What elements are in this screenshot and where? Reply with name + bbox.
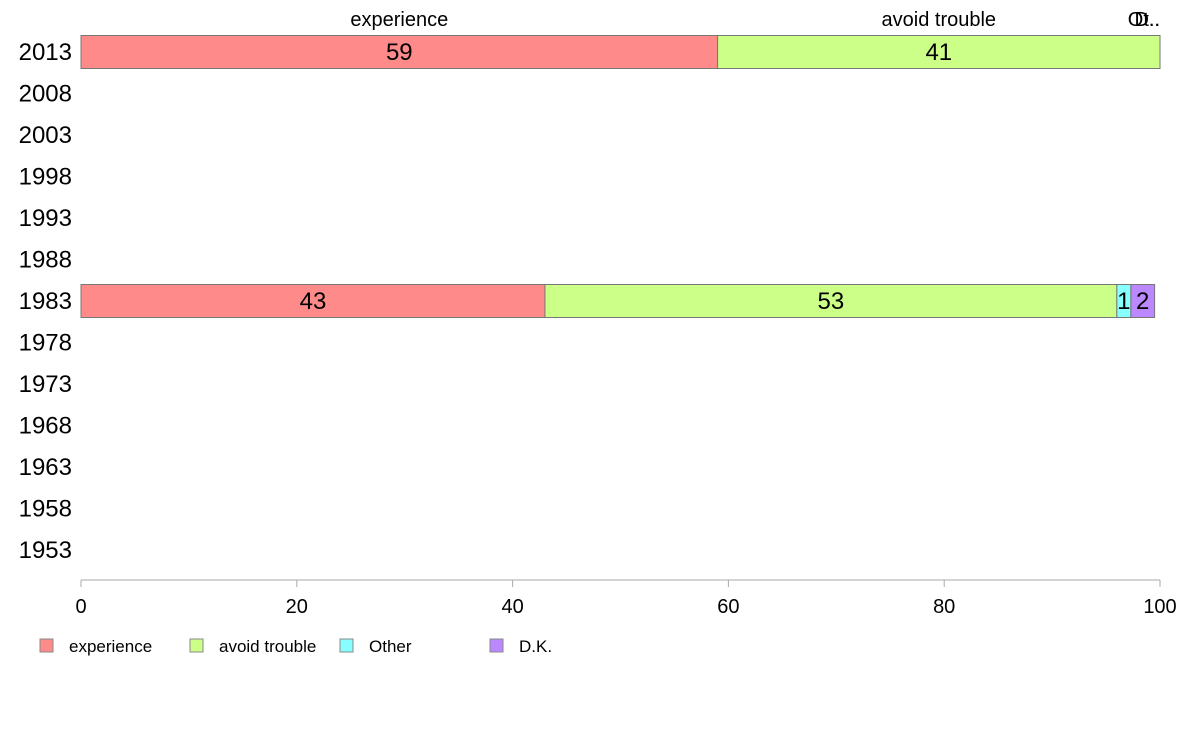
legend-swatch-2 (189, 638, 204, 653)
year-label-1968: 1968 (19, 413, 72, 440)
bar-value-label-1983-3: 1 (1117, 288, 1130, 315)
year-axis-labels: 2013 2008 2003 1998 1993 1988 1983 1978 1973 1968… (19, 39, 72, 564)
legend-swatch-1 (39, 638, 54, 653)
top-label-3: Ot.. (1128, 9, 1160, 31)
x-tick-label-100: 100 (1143, 596, 1176, 618)
x-tick-label-20: 20 (286, 596, 308, 618)
bars-group: 59 41 43 53 1 2 (80, 35, 1161, 318)
bar-segment-1983-4 (1130, 284, 1156, 318)
top-label-4: D.. (1134, 9, 1160, 31)
bar-value-label-1983-1: 43 (300, 288, 327, 315)
bar-value-label-2013-1: 59 (386, 39, 413, 66)
top-label-2: avoid trouble (882, 9, 997, 31)
x-tick-label-0: 0 (75, 596, 86, 618)
legend-label-2: avoid trouble (219, 637, 316, 656)
year-label-1963: 1963 (19, 454, 72, 481)
year-label-1953: 1953 (19, 537, 72, 564)
year-label-1958: 1958 (19, 496, 72, 523)
legend-label-3: Other (369, 637, 412, 656)
legend-swatch-4 (489, 638, 504, 653)
year-label-2008: 2008 (19, 81, 72, 108)
legend-label-4: D.K. (519, 637, 552, 656)
bar-value-label-1983-4: 2 (1136, 288, 1149, 315)
top-label-1: experience (350, 9, 448, 31)
year-label-2013: 2013 (19, 39, 72, 66)
legend: experience avoid trouble Other D.K. (39, 637, 552, 656)
bar-segment-2013-2 (717, 35, 1161, 69)
year-label-1998: 1998 (19, 164, 72, 191)
year-label-1983: 1983 (19, 288, 72, 315)
year-label-1993: 1993 (19, 205, 72, 232)
year-label-2003: 2003 (19, 122, 72, 149)
legend-label-1: experience (69, 637, 152, 656)
x-tick-label-80: 80 (933, 596, 955, 618)
x-axis: 0 20 40 60 80 100 (75, 579, 1177, 618)
year-label-1973: 1973 (19, 371, 72, 398)
legend-swatch-3 (339, 638, 354, 653)
year-label-1978: 1978 (19, 330, 72, 357)
year-label-1988: 1988 (19, 247, 72, 274)
x-tick-label-60: 60 (717, 596, 739, 618)
top-category-labels: experience avoid trouble Ot..D.. (350, 9, 1160, 31)
bar-value-label-1983-2: 53 (818, 288, 845, 315)
bar-value-label-2013-2: 41 (925, 39, 952, 66)
x-tick-label-40: 40 (501, 596, 523, 618)
